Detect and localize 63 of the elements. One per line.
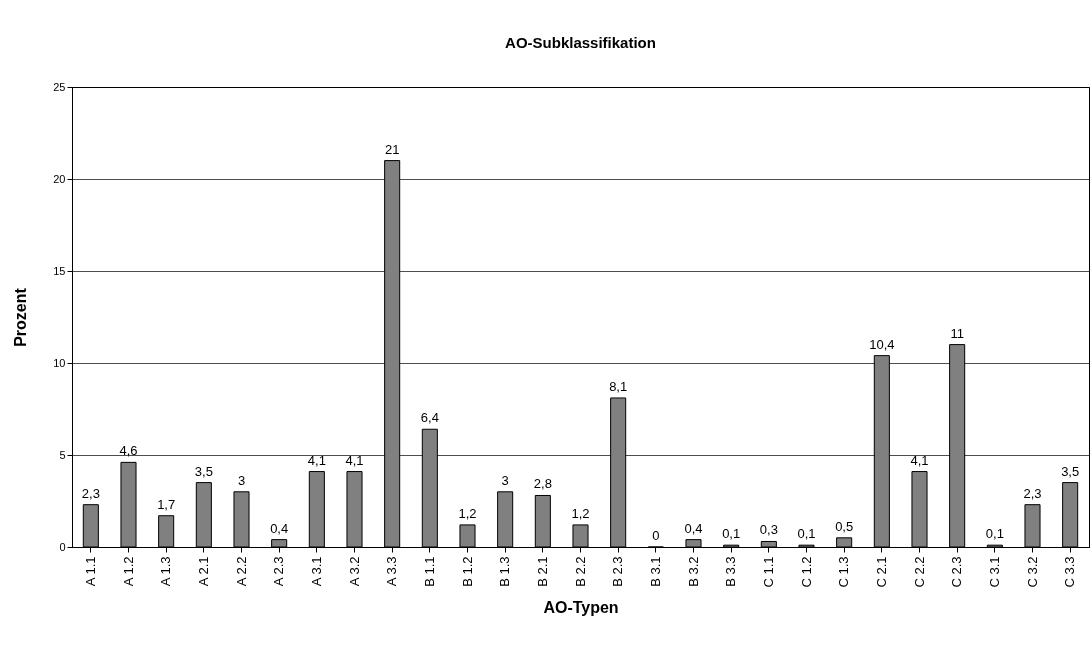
x-axis-title: AO-Typen [543, 598, 619, 616]
data-label: 4,1 [345, 452, 364, 468]
x-tick-label: B 3.2 [685, 556, 701, 587]
x-tick-label: A 3.3 [384, 556, 400, 587]
data-label: 3 [237, 472, 246, 488]
data-label: 10,4 [869, 336, 895, 352]
data-label: 2,3 [1023, 485, 1042, 501]
x-tick-label: C 1.3 [836, 556, 852, 588]
data-label: 1,2 [458, 505, 477, 521]
data-label: 0 [652, 528, 660, 543]
x-tick-label: B 1.3 [497, 556, 513, 587]
y-tick-label: 25 [53, 80, 66, 93]
data-label: 3 [501, 472, 509, 488]
x-tick-label: B 1.1 [421, 556, 437, 587]
data-label: 0,1 [797, 526, 816, 542]
x-tick-label: C 3.3 [1062, 556, 1078, 588]
x-tick-label: A 3.1 [308, 556, 324, 587]
y-tick-label: 0 [59, 540, 66, 553]
x-tick-label: C 1.2 [798, 556, 814, 588]
x-tick-label: A 2.2 [233, 556, 249, 587]
y-tick-label: 15 [53, 264, 66, 277]
x-tick-label: A 1.1 [82, 556, 98, 587]
data-label: 0,1 [985, 526, 1004, 542]
chart-title: AO-Subklassifikation [505, 34, 656, 51]
data-label: 4,6 [119, 443, 138, 459]
y-tick-label: 5 [59, 448, 66, 461]
data-label: 8,1 [609, 378, 628, 394]
data-label: 0,4 [270, 520, 289, 536]
x-tick-label: C 3.1 [986, 556, 1002, 588]
y-tick-label: 10 [53, 356, 66, 369]
x-tick-label: A 2.3 [271, 556, 287, 587]
x-tick-label: C 2.1 [873, 556, 889, 588]
x-tick-label: C 2.2 [911, 556, 927, 588]
data-label: 2,8 [533, 476, 552, 492]
data-label: 0,4 [684, 520, 703, 536]
data-label: 1,7 [157, 496, 176, 512]
data-label: 11 [950, 325, 964, 341]
x-tick-label: C 2.3 [949, 556, 965, 588]
y-axis-title: Prozent [12, 287, 30, 347]
x-tick-label: B 3.1 [647, 556, 663, 587]
x-tick-label: B 2.3 [610, 556, 626, 587]
data-label: 3,5 [194, 463, 213, 479]
data-label: 4,1 [307, 452, 326, 468]
x-tick-label: B 3.3 [723, 556, 739, 587]
data-label: 21 [384, 141, 400, 157]
data-label: 2,3 [81, 485, 100, 501]
x-tick-label: A 2.1 [195, 556, 211, 587]
y-tick-label: 20 [53, 172, 66, 185]
data-label: 3,5 [1061, 463, 1080, 479]
x-tick-label: C 1.1 [760, 556, 776, 588]
data-label: 4,1 [910, 452, 929, 468]
data-label: 1,2 [571, 505, 590, 521]
data-label: 6,4 [420, 410, 439, 426]
x-tick-label: C 3.2 [1024, 556, 1040, 588]
x-tick-label: B 2.2 [572, 556, 588, 587]
x-tick-label: A 3.2 [346, 556, 362, 587]
x-tick-label: B 2.1 [534, 556, 550, 587]
x-tick-label: B 1.2 [459, 556, 475, 587]
data-label: 0,1 [722, 526, 741, 542]
x-tick-label: A 1.3 [158, 556, 174, 587]
data-label: 0,3 [759, 522, 778, 538]
data-label: 0,5 [835, 518, 854, 534]
x-tick-label: A 1.2 [120, 556, 136, 587]
